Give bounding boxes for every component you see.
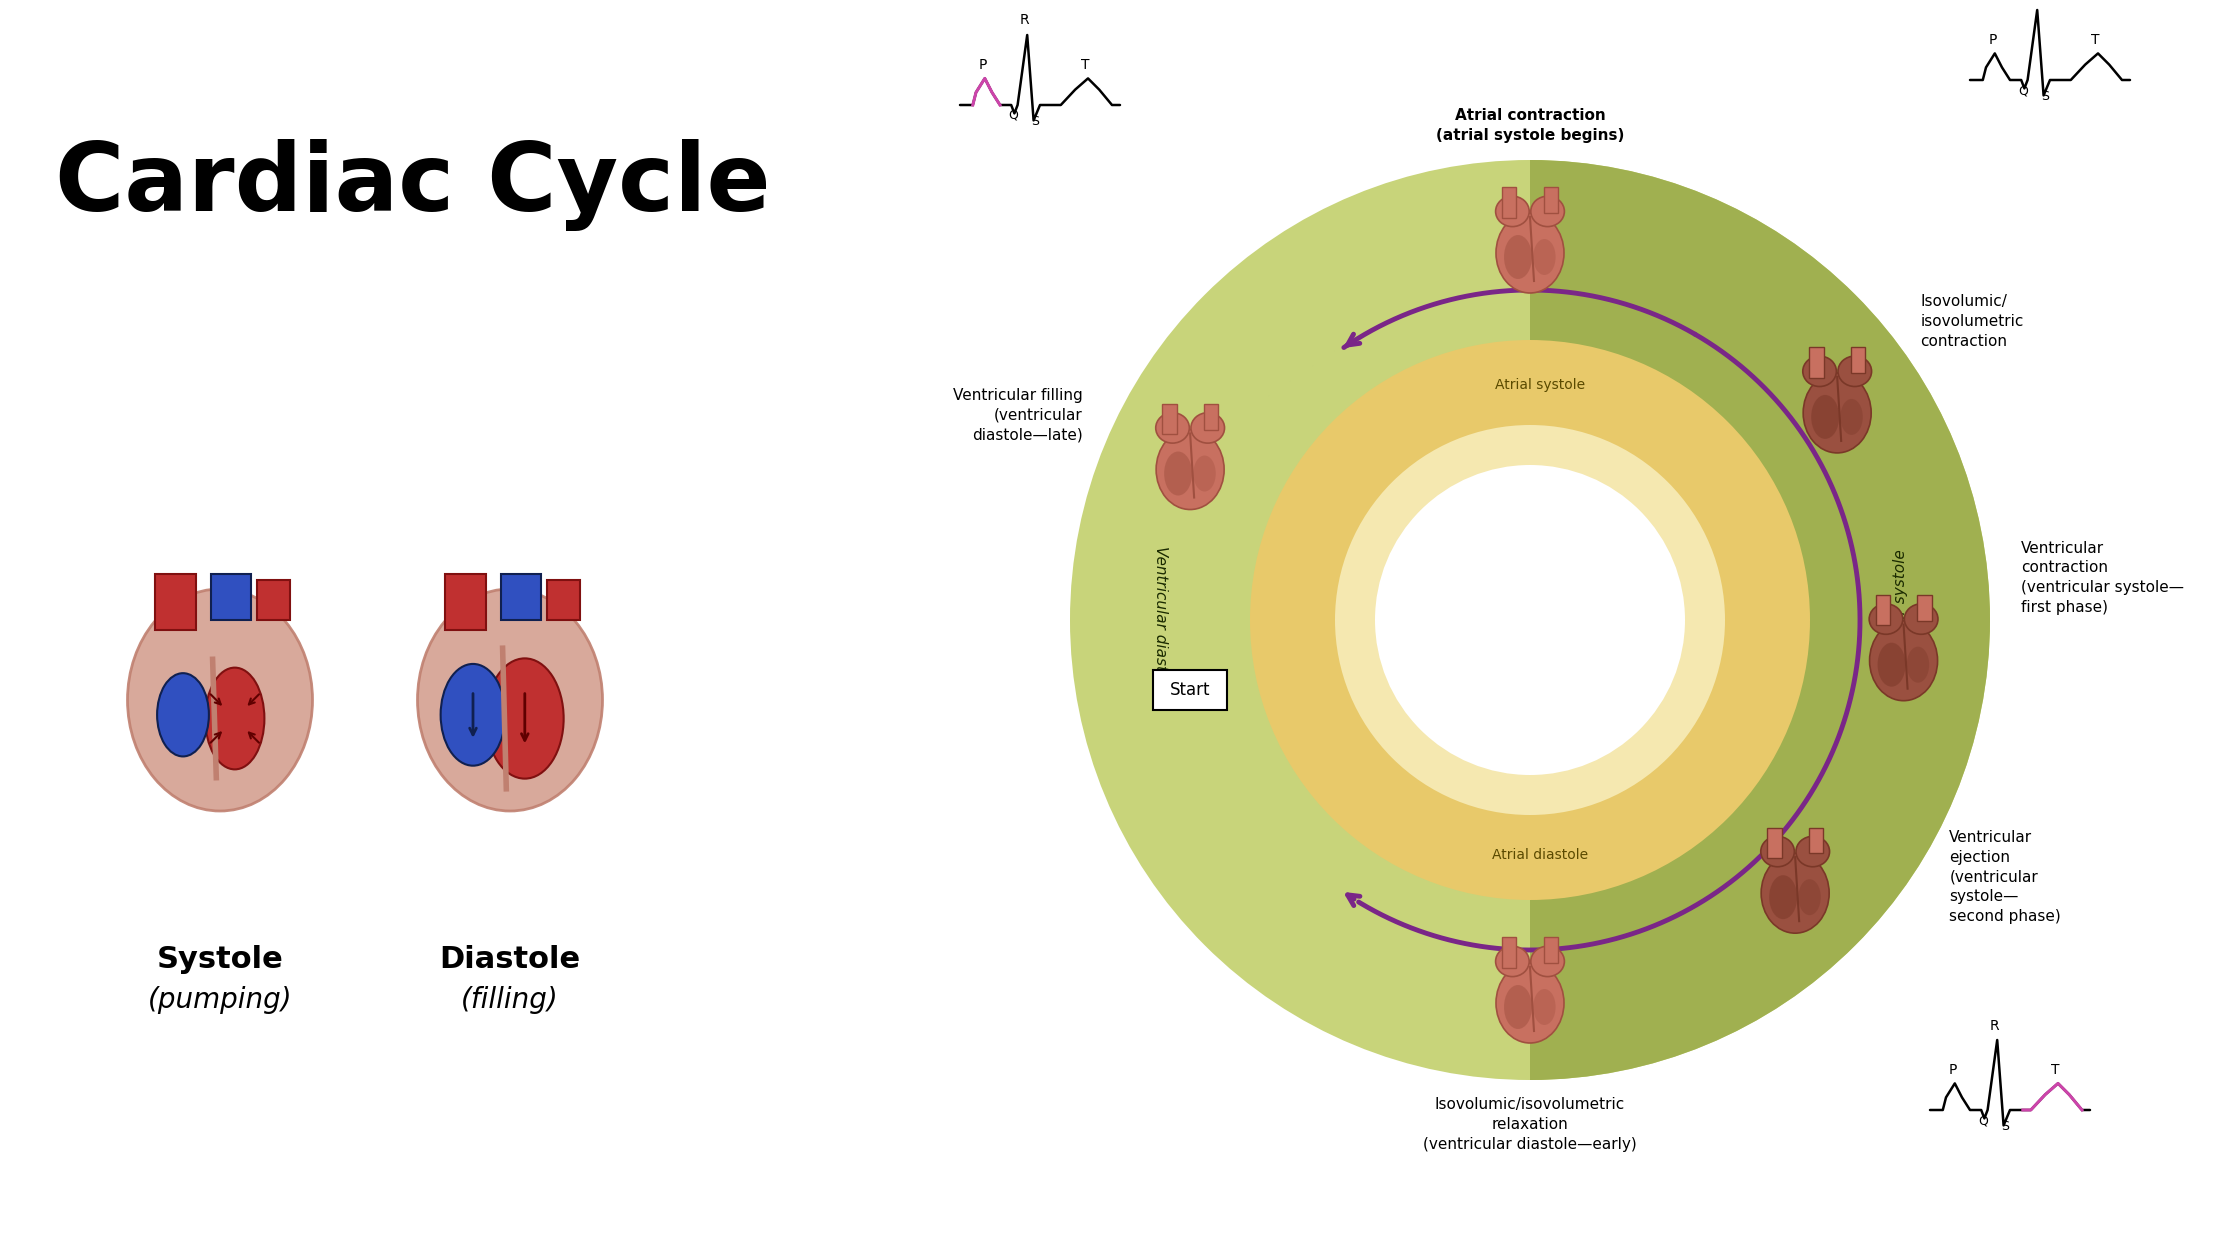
Ellipse shape [1192,413,1225,444]
Bar [1163,404,1176,435]
Text: T: T [2050,1062,2059,1076]
Ellipse shape [1796,837,1830,867]
Ellipse shape [1803,373,1870,452]
Bar [258,580,291,620]
Ellipse shape [1877,643,1906,687]
Bar [1808,828,1823,853]
Circle shape [1250,340,1810,900]
Ellipse shape [1156,413,1189,444]
Ellipse shape [1870,621,1938,701]
Text: Q: Q [1978,1114,1987,1126]
Ellipse shape [1841,399,1864,435]
Text: P: P [1949,1062,1956,1076]
Bar [1850,348,1866,373]
Ellipse shape [441,664,506,766]
Ellipse shape [1761,853,1830,934]
Ellipse shape [1165,451,1192,495]
Text: R: R [2029,0,2038,3]
Text: P: P [1989,33,1996,47]
Circle shape [1335,425,1725,815]
Ellipse shape [1799,879,1821,915]
Text: S: S [1030,115,1039,127]
Ellipse shape [1803,357,1837,387]
Text: Q: Q [1008,110,1017,122]
Ellipse shape [1496,946,1530,976]
Text: (pumping): (pumping) [148,987,291,1014]
Ellipse shape [1530,946,1564,976]
Ellipse shape [1530,197,1564,227]
Ellipse shape [486,659,564,779]
Text: P: P [979,58,986,72]
Bar [1543,937,1559,963]
Ellipse shape [1496,197,1530,227]
Ellipse shape [1156,430,1223,509]
Text: Start: Start [1169,680,1210,699]
Ellipse shape [1868,604,1902,634]
Text: Ventricular diastole: Ventricular diastole [1154,546,1167,694]
Text: Atrial diastole: Atrial diastole [1492,848,1588,862]
Bar [1203,404,1219,430]
Text: Isovolumic/isovolumetric
relaxation
(ventricular diastole—early): Isovolumic/isovolumetric relaxation (ven… [1422,1097,1637,1152]
Bar [1917,595,1931,621]
Text: S: S [2000,1120,2009,1133]
FancyBboxPatch shape [1154,670,1228,709]
Text: S: S [2041,89,2050,102]
Ellipse shape [1812,394,1839,438]
Ellipse shape [1532,989,1555,1024]
Bar [211,575,251,620]
Ellipse shape [1904,604,1938,634]
Ellipse shape [1770,876,1796,919]
Ellipse shape [157,673,208,756]
Text: T: T [2090,33,2099,47]
Text: Ventricular
ejection
(ventricular
systole—
second phase): Ventricular ejection (ventricular systol… [1949,830,2061,924]
Ellipse shape [1532,239,1555,275]
Bar [446,575,486,630]
Bar [1503,188,1516,218]
Ellipse shape [1496,213,1564,294]
Text: R: R [1989,1018,1998,1032]
Bar [1503,937,1516,968]
Wedge shape [1530,160,1989,1080]
Text: Ventricular systole: Ventricular systole [1893,549,1908,690]
Ellipse shape [417,588,603,811]
Circle shape [1375,465,1684,775]
Text: Q: Q [2018,84,2027,97]
Text: Atrial contraction
(atrial systole begins): Atrial contraction (atrial systole begin… [1436,108,1624,142]
Bar [1767,828,1781,858]
Ellipse shape [1503,236,1532,278]
Text: T: T [1080,58,1089,72]
Text: R: R [1019,14,1028,28]
Ellipse shape [1194,456,1216,491]
Ellipse shape [1761,837,1794,867]
Text: Atrial systole: Atrial systole [1494,378,1586,392]
Ellipse shape [1496,963,1564,1043]
Bar [1810,348,1823,378]
Ellipse shape [206,668,264,770]
Circle shape [1071,160,1989,1080]
Text: Ventricular
contraction
(ventricular systole—
first phase): Ventricular contraction (ventricular sys… [2020,541,2184,615]
Text: (filling): (filling) [461,987,558,1014]
Ellipse shape [1906,646,1929,683]
Text: Ventricular filling
(ventricular
diastole—late): Ventricular filling (ventricular diastol… [952,388,1082,442]
Ellipse shape [128,588,314,811]
Bar [155,575,195,630]
Ellipse shape [1503,985,1532,1029]
Bar [1875,595,1891,625]
Bar [1543,188,1559,213]
Text: Diastole: Diastole [439,945,580,974]
Text: Isovolumic/
isovolumetric
contraction: Isovolumic/ isovolumetric contraction [1920,294,2023,349]
Ellipse shape [1839,357,1873,387]
Text: Systole: Systole [157,945,284,974]
Text: Cardiac Cycle: Cardiac Cycle [56,139,771,231]
Bar [502,575,542,620]
Bar [547,580,580,620]
